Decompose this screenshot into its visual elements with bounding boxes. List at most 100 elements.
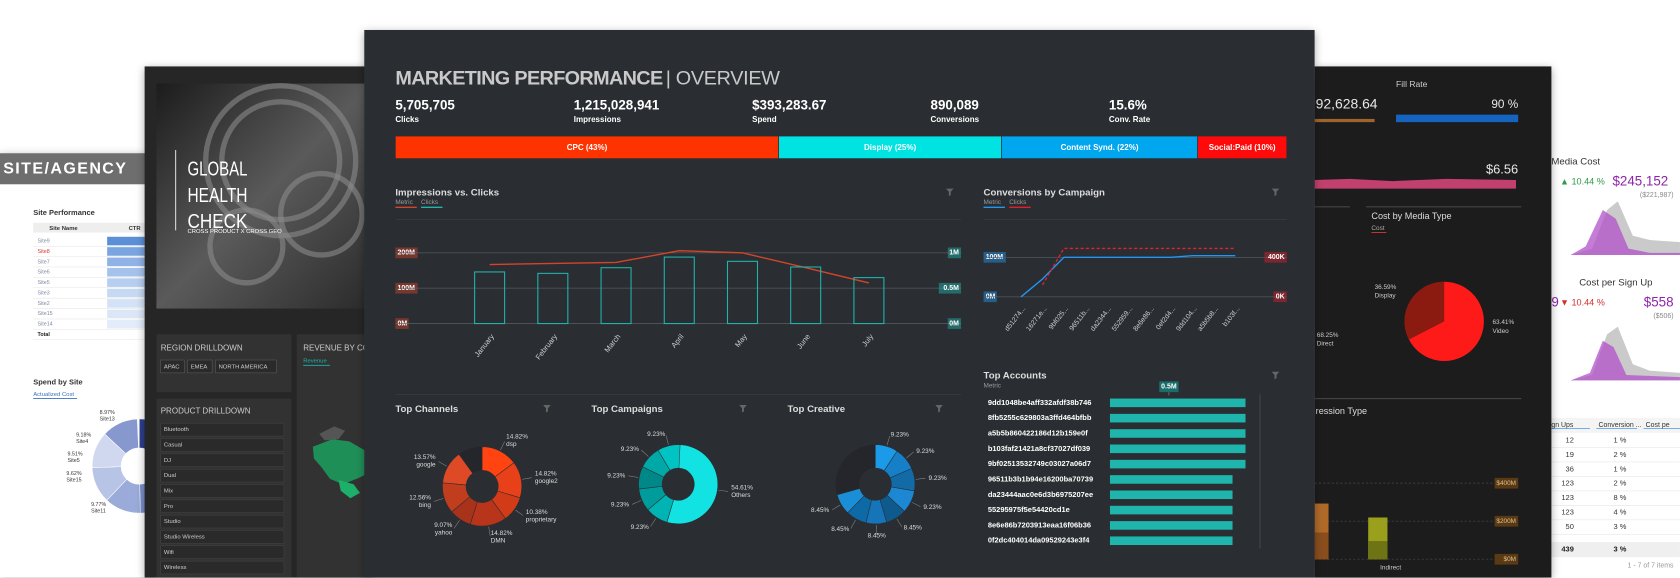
slice-label: 9.23% — [923, 504, 941, 511]
y-tick-label: 0f2dc404014da09529243e3f4 — [988, 536, 1090, 545]
decor-bar — [1396, 114, 1519, 123]
decor-map — [312, 439, 372, 485]
slice-label: 9.62% — [66, 471, 81, 477]
column-header: Cost pe — [1646, 422, 1670, 429]
kpi-value: $245,152 — [1612, 174, 1668, 189]
list-item-label: Studio Wireless — [164, 534, 205, 540]
slice-label: 12.56% — [409, 495, 431, 502]
slice-label: 54.61% — [731, 485, 753, 492]
list-item[interactable] — [160, 499, 285, 513]
leader-line — [831, 504, 841, 511]
hero-image — [156, 83, 372, 309]
cell: 8 % — [1614, 493, 1627, 502]
leader-line — [886, 435, 890, 446]
filter-icon[interactable] — [935, 404, 943, 413]
category-label: Indirect — [1380, 565, 1401, 572]
kpi-value: $393,283.67 — [752, 98, 826, 113]
decor-bar — [1368, 541, 1388, 560]
row-label: Site15 — [37, 311, 52, 317]
pager: 1 - 7 of 7 items — [1628, 563, 1675, 570]
slice-label: 8.97% — [100, 410, 115, 416]
list-item[interactable] — [160, 422, 285, 437]
filter-button[interactable] — [215, 359, 277, 374]
list-item-label: Mix — [164, 488, 173, 494]
slice-label: 9.23% — [631, 524, 649, 531]
decor-bar — [1314, 118, 1375, 123]
hero-subtitle: CROSS PRODUCT X CROSS GEO — [187, 229, 282, 235]
list-item[interactable] — [160, 530, 285, 544]
slice-label: 14.82% — [535, 470, 557, 477]
list-item-label: DJ — [164, 458, 171, 464]
tick-badge — [1264, 251, 1287, 263]
slice-label: 68.25% — [1317, 332, 1339, 339]
filter-button[interactable] — [160, 359, 185, 374]
slice — [666, 444, 719, 525]
slice-name: Site13 — [100, 416, 115, 422]
kpi-value: $6.56 — [1486, 162, 1518, 177]
list-item-label: Casual — [164, 443, 182, 449]
bar — [600, 267, 632, 325]
table-header — [1550, 417, 1680, 433]
y-tick-label: 55295975f5e54420cd1e — [988, 505, 1070, 514]
row-label: Site2 — [37, 301, 49, 307]
decor-slice — [104, 418, 139, 455]
list-item[interactable] — [160, 484, 285, 498]
kpi-value: 1,215,028,941 — [574, 98, 660, 113]
row-label: Site7 — [37, 259, 49, 265]
kpi-value: 90 % — [1491, 98, 1518, 111]
y-tick-label: b103faf21421a8cf37027df039 — [988, 444, 1090, 453]
legend-item: Clicks — [421, 199, 438, 206]
bar — [726, 260, 759, 325]
decor-map — [319, 426, 345, 441]
bar — [537, 272, 569, 325]
kpi-value: 9 — [1551, 295, 1558, 310]
column-header: gn Ups — [1551, 422, 1574, 429]
list-item[interactable] — [160, 560, 285, 575]
slice-name: google — [416, 461, 436, 468]
filter-icon[interactable] — [1271, 188, 1280, 197]
list-item[interactable] — [160, 438, 285, 452]
bar — [1109, 413, 1246, 423]
list-item[interactable] — [160, 545, 285, 559]
ctr-cell — [107, 247, 145, 256]
kpi-title: Cost per Sign Up — [1579, 277, 1652, 288]
series-line — [1020, 255, 1236, 298]
chart-title: Top Channels — [395, 404, 458, 415]
slice-name: DMN — [491, 538, 506, 545]
kpi-title: Media Cost — [1551, 156, 1600, 167]
slice-label: 8.45% — [831, 526, 849, 533]
leader-line — [631, 500, 641, 505]
filter-icon[interactable] — [1271, 371, 1280, 380]
leader-line — [488, 526, 491, 537]
list-item[interactable] — [160, 468, 285, 483]
list-item[interactable] — [160, 514, 285, 529]
filter-button[interactable] — [187, 359, 213, 374]
chart-title: Top Campaigns — [591, 404, 662, 415]
filter-icon[interactable] — [739, 404, 747, 413]
ctr-cell — [107, 319, 145, 329]
slice — [442, 453, 474, 486]
cell: 2 % — [1614, 450, 1627, 459]
table-header — [33, 222, 145, 233]
ctr-cell — [107, 236, 145, 246]
share-label: Content Synd. (22%) — [1061, 143, 1139, 152]
kpi-value: 15.6% — [1109, 98, 1147, 113]
leader-line — [650, 518, 657, 527]
slice-label: 9.77% — [91, 502, 106, 508]
cell: 123 — [1561, 493, 1574, 502]
filter-icon[interactable] — [946, 188, 954, 197]
slice-name: Site5 — [67, 458, 79, 464]
tick-label: 400K — [1268, 254, 1285, 261]
y-tick-label: 8e6e86b7203913eaa16f06b36 — [988, 520, 1091, 529]
cell: 439 — [1561, 545, 1574, 554]
y-tick-label: da23444aac0e6d3b6975207ee — [988, 490, 1093, 499]
y-tick-label: a5b5b860422186d12b159e0f — [988, 428, 1088, 437]
filter-icon[interactable] — [543, 404, 551, 413]
list-item[interactable] — [160, 453, 285, 467]
slice-name: Others — [731, 492, 750, 499]
row-label: Site6 — [37, 270, 49, 276]
button-label: APAC — [164, 365, 180, 371]
tick-label: 200M — [397, 250, 415, 257]
leader-line — [906, 451, 914, 459]
